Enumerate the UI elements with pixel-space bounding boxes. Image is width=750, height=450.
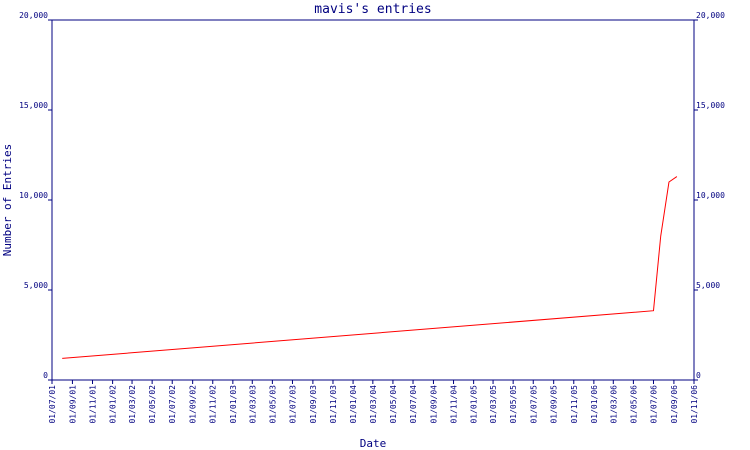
x-tick-label: 01/09/05 — [550, 385, 559, 424]
data-line — [62, 176, 678, 359]
y-tick-label: 10,000 — [19, 191, 48, 200]
x-tick-label: 01/01/04 — [349, 385, 358, 424]
x-tick-label: 01/07/05 — [529, 385, 538, 424]
x-tick-label: 01/03/04 — [369, 385, 378, 424]
x-tick-label: 01/11/06 — [690, 385, 699, 424]
x-tick-label: 01/03/03 — [248, 385, 257, 424]
x-tick-label: 01/07/01 — [48, 385, 57, 424]
x-tick-label: 01/07/02 — [168, 385, 177, 424]
y2-tick-label: 0 — [696, 371, 701, 380]
x-tick-label: 01/05/03 — [268, 385, 277, 424]
y2-tick-label: 20,000 — [696, 11, 725, 20]
x-tick-label: 01/05/05 — [509, 385, 518, 424]
x-tick-label: 01/01/03 — [229, 385, 238, 424]
x-tick-label: 01/05/02 — [148, 385, 157, 424]
x-axis-label: Date — [360, 437, 387, 450]
x-tick-label: 01/05/04 — [389, 385, 398, 424]
x-tick-label: 01/03/02 — [128, 385, 137, 424]
x-tick-label: 01/11/05 — [570, 385, 579, 424]
x-tick-label: 01/11/02 — [209, 385, 218, 424]
x-tick-label: 01/01/05 — [470, 385, 479, 424]
x-tick-label: 01/09/03 — [309, 385, 318, 424]
chart-title: mavis's entries — [314, 2, 431, 17]
x-tick-label: 01/07/04 — [409, 385, 418, 424]
x-tick-label: 01/07/06 — [649, 385, 658, 424]
x-tick-label: 01/05/06 — [629, 385, 638, 424]
x-tick-label: 01/01/02 — [109, 385, 118, 424]
y-tick-label: 5,000 — [24, 281, 48, 290]
x-tick-label: 01/07/03 — [288, 385, 297, 424]
y2-tick-label: 10,000 — [696, 191, 725, 200]
x-tick-label: 01/09/06 — [670, 385, 679, 424]
x-tick-label: 01/09/04 — [429, 385, 438, 424]
x-tick-label: 01/01/06 — [590, 385, 599, 424]
x-tick-label: 01/03/05 — [489, 385, 498, 424]
y-axis-label: Number of Entries — [1, 144, 14, 257]
x-tick-label: 01/11/04 — [450, 385, 459, 424]
y2-tick-label: 5,000 — [696, 281, 720, 290]
y2-tick-label: 15,000 — [696, 101, 725, 110]
x-tick-label: 01/11/03 — [329, 385, 338, 424]
y-tick-label: 20,000 — [19, 11, 48, 20]
x-tick-label: 01/03/06 — [609, 385, 618, 424]
plot-frame — [51, 19, 695, 381]
x-tick-label: 01/09/02 — [189, 385, 198, 424]
x-tick-label: 01/11/01 — [89, 385, 98, 424]
x-tick-label: 01/09/01 — [68, 385, 77, 424]
y-tick-label: 15,000 — [19, 101, 48, 110]
y-tick-label: 0 — [43, 371, 48, 380]
